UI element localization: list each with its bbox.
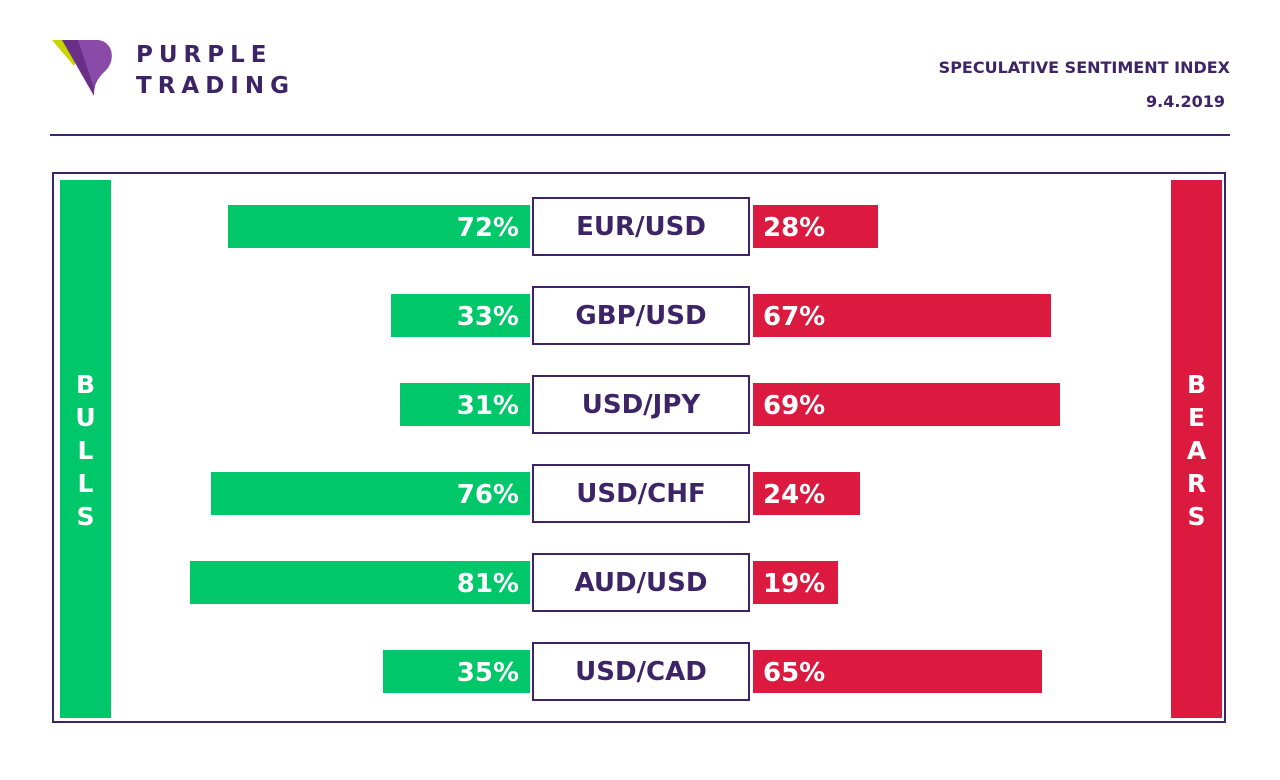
currency-pair-label: USD/CAD	[532, 642, 750, 701]
bear-percent-label: 19%	[763, 569, 826, 599]
bear-bar: 69%	[753, 383, 1061, 426]
bears-side-panel: B E A R S	[1171, 180, 1222, 718]
bull-percent-label: 33%	[456, 302, 519, 332]
bear-percent-label: 69%	[763, 391, 826, 421]
bull-bar: 35%	[383, 650, 530, 693]
currency-pair-label: AUD/USD	[532, 553, 750, 612]
bull-percent-label: 76%	[456, 480, 519, 510]
bull-percent-label: 81%	[456, 569, 519, 599]
bulls-side-panel: B U L L S	[60, 180, 111, 718]
bull-bar: 33%	[391, 294, 530, 337]
chart-frame	[52, 172, 1226, 723]
bear-percent-label: 28%	[763, 213, 826, 243]
brand-line-1: PURPLE	[136, 42, 273, 68]
bull-percent-label: 72%	[456, 213, 519, 243]
currency-pair-label: USD/CHF	[532, 464, 750, 523]
bear-bar: 24%	[753, 472, 860, 515]
bull-bar: 81%	[189, 561, 530, 604]
bulls-label: B U L L S	[75, 369, 96, 531]
bull-percent-label: 31%	[456, 391, 519, 421]
bear-bar: 67%	[753, 294, 1052, 337]
brand-name: PURPLE TRADING	[136, 40, 295, 102]
report-date: 9.4.2019	[1146, 92, 1225, 111]
brand-line-2: TRADING	[136, 73, 295, 99]
header-divider	[50, 134, 1230, 136]
bears-label: B E A R S	[1186, 369, 1207, 531]
logo-shade-shape	[78, 40, 112, 88]
bear-bar: 28%	[753, 205, 878, 248]
bull-bar: 72%	[227, 205, 530, 248]
currency-pair-label: USD/JPY	[532, 375, 750, 434]
bear-bar: 65%	[753, 650, 1043, 693]
bear-percent-label: 24%	[763, 480, 826, 510]
bull-bar: 31%	[399, 383, 530, 426]
bull-percent-label: 35%	[456, 658, 519, 688]
bear-percent-label: 65%	[763, 658, 826, 688]
currency-pair-label: GBP/USD	[532, 286, 750, 345]
bull-bar: 76%	[210, 472, 530, 515]
page-title: SPECULATIVE SENTIMENT INDEX	[938, 58, 1230, 77]
purple-trading-logo	[52, 40, 112, 96]
currency-pair-label: EUR/USD	[532, 197, 750, 256]
bear-bar: 19%	[753, 561, 838, 604]
bear-percent-label: 67%	[763, 302, 826, 332]
